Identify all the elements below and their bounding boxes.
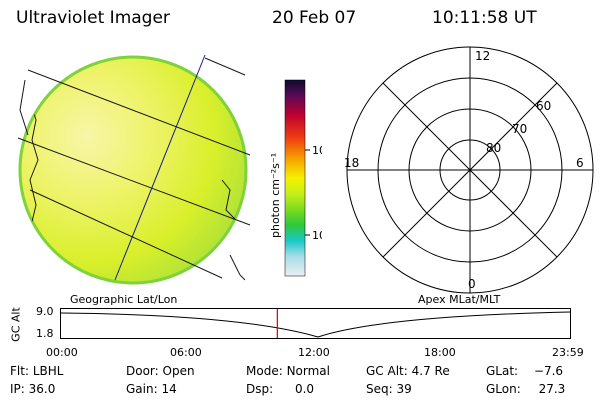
dsp-label: Dsp:	[246, 382, 274, 396]
altitude-plot-frame	[60, 308, 571, 339]
lat-label-70: 70	[512, 122, 527, 136]
colorbar-unit-label: photon cm⁻²s⁻¹	[269, 153, 282, 238]
status-gain: Gain: 14	[126, 382, 177, 396]
seq-value: 39	[396, 382, 412, 396]
status-seq: Seq: 39	[366, 382, 412, 396]
earth-disk	[18, 55, 248, 285]
alt-xtick-2: 12:00	[298, 346, 330, 359]
alt-xtick-1: 06:00	[170, 346, 202, 359]
gain-value: 14	[161, 382, 177, 396]
uv-image-panel	[17, 54, 251, 285]
glat-value: −7.6	[533, 364, 564, 378]
mlt-label-18: 18	[344, 156, 359, 170]
mlt-label-0: 0	[468, 277, 476, 291]
mode-label: Mode:	[246, 364, 283, 378]
colorbar: 100 10 photon cm⁻²s⁻¹	[269, 79, 322, 277]
colorbar-tick-10: 10	[312, 229, 322, 242]
status-filter: Flt: LBHL	[10, 364, 63, 378]
colorbar-tick-100: 100	[312, 144, 322, 157]
alt-xtick-4: 23:59	[552, 346, 584, 359]
door-value: Open	[162, 364, 195, 378]
status-mode: Mode: Normal	[246, 364, 330, 378]
graticule-lines	[17, 57, 251, 279]
polar-diagonal-2	[382, 82, 558, 258]
alt-xtick-3: 18:00	[424, 346, 456, 359]
status-ip: IP: 36.0	[10, 382, 55, 396]
mode-value: Normal	[286, 364, 330, 378]
left-panel-caption: Geographic Lat/Lon	[70, 293, 178, 306]
colorbar-scale	[284, 79, 306, 277]
ip-label: IP:	[10, 382, 25, 396]
alt-plot-ytick-bottom: 1.8	[36, 327, 54, 340]
status-gcalt: GC Alt: 4.7 Re	[366, 364, 450, 378]
coastline-outside	[19, 79, 246, 281]
right-panel-caption: Apex MLat/MLT	[418, 293, 501, 306]
filter-value: LBHL	[32, 364, 64, 378]
glon-label: GLon:	[486, 382, 521, 396]
mlt-label-12: 12	[475, 49, 490, 63]
glon-value: 27.3	[538, 382, 566, 396]
filter-label: Flt:	[10, 364, 29, 378]
door-label: Door:	[126, 364, 159, 378]
status-glon: GLon: 27.3	[486, 382, 565, 396]
status-dsp: Dsp: 0.0	[246, 382, 314, 396]
alt-xtick-0: 00:00	[46, 346, 78, 359]
alt-plot-ytick-top: 9.0	[36, 305, 54, 318]
gcalt-label: GC Alt:	[366, 364, 408, 378]
glat-label: GLat:	[486, 364, 519, 378]
lat-label-60: 60	[536, 99, 551, 113]
ip-value: 36.0	[28, 382, 56, 396]
altitude-plot	[60, 308, 571, 339]
date-label: 20 Feb 07	[272, 8, 357, 28]
dsp-value: 0.0	[294, 382, 315, 396]
polar-grid-panel: 12 6 0 18 60 70 80	[344, 46, 594, 294]
alt-plot-ylabel: GC Alt	[9, 307, 23, 342]
status-door: Door: Open	[126, 364, 195, 378]
gcalt-value: 4.7 Re	[411, 364, 450, 378]
status-glat: GLat: −7.6	[486, 364, 563, 378]
altitude-curve	[60, 311, 571, 338]
mlt-label-6: 6	[576, 156, 584, 170]
app-title: Ultraviolet Imager	[16, 8, 170, 28]
meridian-lines	[114, 54, 206, 281]
seq-label: Seq:	[366, 382, 393, 396]
gain-label: Gain:	[126, 382, 158, 396]
lat-label-80: 80	[486, 141, 501, 155]
time-label: 10:11:58 UT	[432, 8, 537, 28]
